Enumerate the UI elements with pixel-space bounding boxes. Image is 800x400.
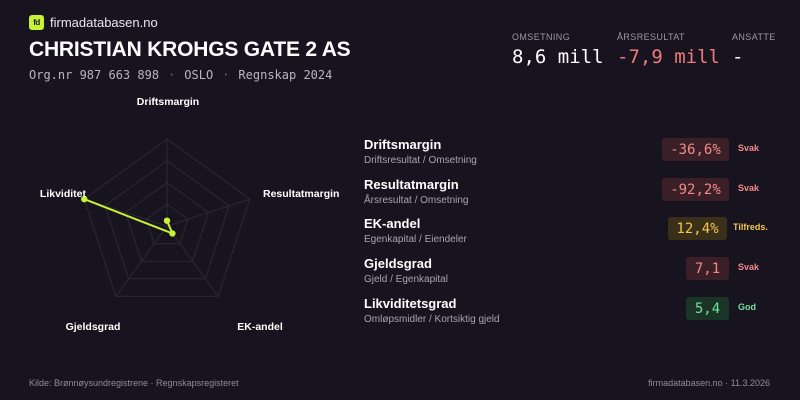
- metric-title: Gjeldsgrad: [364, 256, 432, 271]
- metric-title: Likviditetsgrad: [364, 296, 457, 311]
- metric-value: -36,6%: [662, 138, 729, 161]
- metric-subtitle: Driftsresultat / Omsetning: [364, 155, 477, 166]
- metric-subtitle: Egenkapital / Eiendeler: [364, 234, 467, 245]
- metric-value: -92,2%: [662, 178, 729, 201]
- kpi-label: ÅRSRESULTAT: [617, 32, 685, 42]
- status-badge: God: [738, 302, 756, 312]
- radar-label-resultatmargin: Resultatmargin: [263, 188, 339, 200]
- radar-point-ek-andel: [169, 230, 176, 237]
- brand-logo-icon: fd: [29, 15, 44, 30]
- separator: ·: [222, 68, 230, 82]
- status-badge: Svak: [738, 262, 760, 272]
- company-name: CHRISTIAN KROHGS GATE 2 AS: [29, 38, 351, 61]
- kpi-revenue: OMSETNING 8,6 mill: [512, 32, 604, 68]
- radar-grid-ring: [83, 138, 251, 297]
- radar-label-ek-andel: EK-andel: [237, 321, 283, 333]
- radar-grid-spoke: [166, 225, 219, 297]
- metric-row-resultatmargin: Resultatmargin Årsresultat / Omsetning -…: [364, 177, 784, 213]
- metric-subtitle: Årsresultat / Omsetning: [364, 195, 469, 206]
- radar-grid-spoke: [166, 198, 250, 227]
- kpi-label: OMSETNING: [512, 32, 571, 42]
- radar-label-likviditet: Likviditet: [40, 188, 87, 200]
- radar-grid-spoke: [115, 225, 168, 297]
- footer-site: firmadatabasen.no · 11.3.2026: [648, 378, 770, 388]
- org-number: Org.nr 987 663 898: [29, 68, 160, 82]
- radar-point-driftsmargin: [163, 217, 171, 224]
- kpi-net-result: ÅRSRESULTAT -7,9 mill: [617, 32, 720, 68]
- radar-label-driftsmargin: Driftsmargin: [137, 96, 199, 108]
- radar-label-gjeldsgrad: Gjeldsgrad: [66, 321, 121, 333]
- brand[interactable]: fd firmadatabasen.no: [29, 15, 158, 30]
- radar-grid-ring: [125, 181, 209, 262]
- metric-title: EK-andel: [364, 216, 421, 231]
- metric-subtitle: Omløpsmidler / Kortsiktig gjeld: [364, 314, 500, 325]
- radar-grid-spoke: [84, 198, 168, 227]
- metric-value: 7,1: [686, 257, 729, 280]
- kpi-label: ANSATTE: [732, 32, 776, 42]
- separator: ·: [168, 68, 176, 82]
- radar-points: [81, 195, 176, 237]
- metric-row-driftsmargin: Driftsmargin Driftsresultat / Omsetning …: [364, 137, 784, 173]
- radar-point-likviditet: [81, 195, 88, 203]
- kpi-value: -7,9 mill: [617, 46, 720, 68]
- metric-row-gjeldsgrad: Gjeldsgrad Gjeld / Egenkapital 7,1 Svak: [364, 256, 784, 292]
- radar-grid: [83, 138, 251, 297]
- metric-row-likviditetsgrad: Likviditetsgrad Omløpsmidler / Kortsikti…: [364, 296, 784, 332]
- metric-subtitle: Gjeld / Egenkapital: [364, 274, 448, 285]
- company-city: OSLO: [184, 68, 214, 82]
- kpi-value: 8,6 mill: [512, 46, 604, 68]
- metric-title: Driftsmargin: [364, 137, 442, 152]
- status-badge: Tilfreds.: [733, 222, 768, 232]
- metric-value: 12,4%: [668, 217, 727, 240]
- kpi-employees: ANSATTE -: [732, 32, 776, 68]
- brand-name[interactable]: firmadatabasen.no: [50, 15, 158, 30]
- radar-grid-ring: [145, 203, 189, 245]
- radar-series-line: [83, 198, 174, 235]
- report-period: Regnskap 2024: [238, 68, 333, 82]
- metric-title: Resultatmargin: [364, 177, 459, 192]
- metric-value: 5,4: [686, 297, 729, 320]
- radar-grid-ring: [104, 160, 230, 280]
- metric-row-ek-andel: EK-andel Egenkapital / Eiendeler 12,4% T…: [364, 216, 784, 252]
- company-meta: Org.nr 987 663 898 · OSLO · Regnskap 202…: [29, 68, 332, 82]
- source-note: Kilde: Brønnøysundregistrene · Regnskaps…: [29, 378, 239, 388]
- kpi-value: -: [732, 46, 744, 68]
- status-badge: Svak: [738, 143, 760, 153]
- status-badge: Svak: [738, 183, 760, 193]
